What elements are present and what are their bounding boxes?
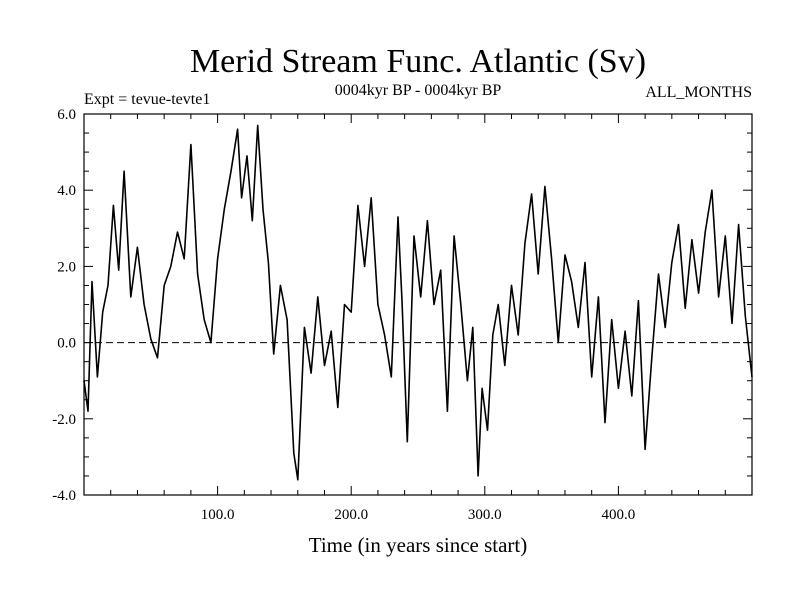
x-tick-label: 400.0	[602, 507, 636, 523]
y-tick-label: -2.0	[52, 412, 76, 428]
months-label: ALL_MONTHS	[645, 84, 752, 101]
x-tick-label: 200.0	[334, 507, 368, 523]
y-tick-label: 0.0	[57, 336, 76, 352]
y-tick-label: 6.0	[57, 107, 76, 123]
chart-subtitle: 0004kyr BP - 0004kyr BP	[335, 82, 502, 99]
y-tick-label: -4.0	[52, 488, 76, 504]
x-tick-label: 100.0	[201, 507, 235, 523]
experiment-label: Expt = tevue-tevte1	[84, 91, 210, 108]
axis-tick-labels: 100.0 200.0 300.0 400.0 -4.0 -2.0 0.0 2.0 4.0 6.0	[52, 107, 635, 523]
plot-frame	[83, 113, 753, 496]
axis-ticks	[83, 113, 753, 496]
x-axis-label: Time (in years since start)	[309, 533, 528, 557]
y-tick-label: 2.0	[57, 259, 76, 275]
y-tick-label: 4.0	[57, 183, 76, 199]
chart-title: Merid Stream Func. Atlantic (Sv)	[190, 43, 646, 80]
series-line	[83, 124, 753, 481]
x-tick-label: 300.0	[468, 507, 502, 523]
